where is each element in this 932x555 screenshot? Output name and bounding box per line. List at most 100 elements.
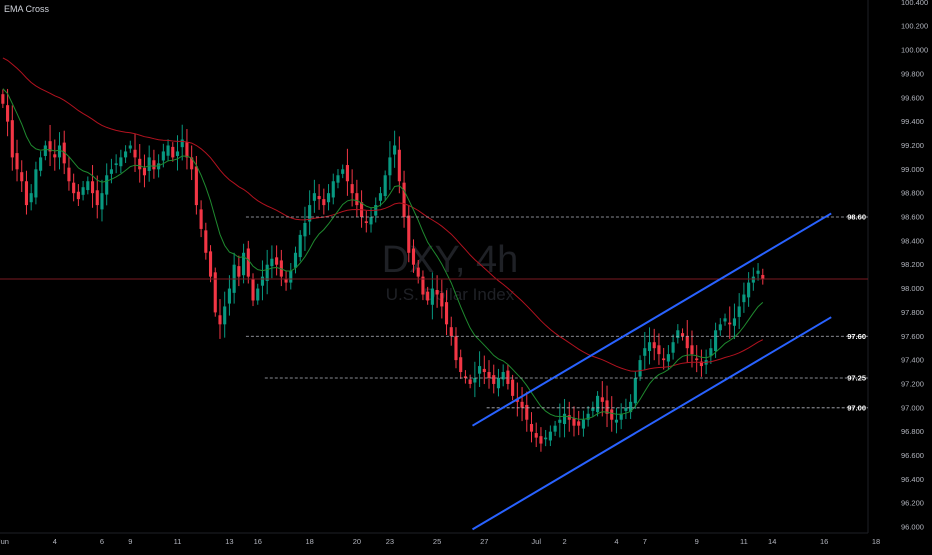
candle-body [454, 336, 458, 361]
candle-body [572, 418, 576, 426]
price-tick-label: 97.400 [901, 356, 924, 365]
candle-body [251, 279, 255, 301]
candle-body [336, 175, 340, 183]
candle-body [680, 333, 685, 337]
price-tick-label: 100.200 [901, 22, 928, 31]
candle-body [86, 181, 90, 191]
candle-body [72, 182, 76, 194]
price-tick-label: 98.000 [901, 284, 924, 293]
candle-body [218, 315, 222, 325]
candle-body [643, 348, 647, 356]
candle-body [180, 139, 184, 148]
candle-body [440, 293, 444, 307]
candle-body [81, 187, 85, 195]
candle-body [6, 105, 10, 122]
candle-body [487, 372, 491, 378]
candle-body [157, 163, 161, 170]
candle-body [539, 436, 543, 444]
price-tick-label: 96.000 [901, 523, 924, 532]
candle-body [468, 379, 472, 384]
candle-body [48, 141, 52, 152]
candle-body [289, 270, 293, 283]
candle-body [175, 151, 180, 156]
candle-body [444, 302, 449, 325]
candle-body [298, 234, 302, 258]
candle-body [652, 342, 656, 349]
candle-body [190, 157, 194, 170]
candle-body [53, 154, 57, 158]
ema-fast-line [2, 88, 764, 420]
candle-body [723, 318, 727, 322]
candle-body [43, 145, 47, 156]
indicator-label[interactable]: EMA Cross [4, 4, 50, 14]
candle-body [383, 175, 387, 197]
candle-body [610, 409, 614, 420]
candle-body [463, 376, 467, 378]
candle-body [242, 252, 246, 276]
candle-body [676, 330, 680, 338]
level-label: 97.25 [847, 373, 866, 382]
candle-body [435, 289, 439, 295]
candle-body [728, 322, 732, 325]
candle-body [459, 357, 463, 373]
candle-body [199, 209, 203, 229]
watermark-symbol: DXY, 4h [382, 239, 519, 281]
time-tick-label: 9 [695, 537, 699, 546]
candle-body [213, 272, 217, 313]
candle-body [548, 431, 552, 441]
candle-body [105, 175, 109, 195]
time-tick-label: 23 [386, 537, 394, 546]
price-tick-label: 99.000 [901, 165, 924, 174]
candle-body [331, 181, 335, 198]
candle-body [326, 193, 331, 203]
candle-body [426, 291, 430, 301]
ema-slow-line [2, 57, 764, 372]
watermark-description: U.S. Dollar Index [386, 285, 515, 304]
time-tick-label: 4 [53, 537, 57, 546]
candle-body [312, 193, 316, 201]
time-tick-label: 16 [820, 537, 828, 546]
candle-body [685, 336, 689, 349]
time-tick-label: 6 [100, 537, 104, 546]
candle-body [449, 327, 453, 337]
price-tick-label: 98.400 [901, 236, 924, 245]
candle-body [591, 407, 595, 411]
candle-body [270, 258, 274, 267]
candle-body [15, 153, 19, 170]
candle-body [430, 288, 434, 305]
time-tick-label: 9 [128, 537, 132, 546]
candle-body [506, 370, 510, 384]
candle-body [284, 279, 288, 283]
candle-body [345, 165, 349, 182]
candle-body [100, 193, 104, 210]
time-tick-label: 2 [562, 537, 566, 546]
candle-body [737, 306, 741, 317]
candle-body [501, 372, 505, 380]
price-tick-label: 99.600 [901, 93, 924, 102]
candle-body [478, 366, 482, 374]
candle-body [709, 348, 713, 356]
candle-body [558, 419, 562, 423]
candle-body [355, 193, 359, 206]
candle-body [662, 358, 666, 361]
candle-body [317, 196, 321, 200]
price-tick-label: 98.200 [901, 260, 924, 269]
candle-body [39, 157, 43, 171]
candle-body [322, 199, 326, 206]
candle-body [24, 181, 29, 206]
candle-body [20, 172, 24, 182]
candle-body [350, 184, 354, 194]
candle-body [90, 181, 95, 194]
candle-body [62, 142, 66, 164]
candle-body [671, 342, 675, 353]
candle-body [586, 413, 590, 420]
candle-body [138, 158, 142, 170]
candle-body [482, 368, 486, 373]
candle-body [402, 182, 406, 218]
candle-body [29, 193, 33, 203]
candle-body [171, 146, 175, 158]
candle-body [520, 401, 524, 408]
candle-body [378, 193, 383, 201]
